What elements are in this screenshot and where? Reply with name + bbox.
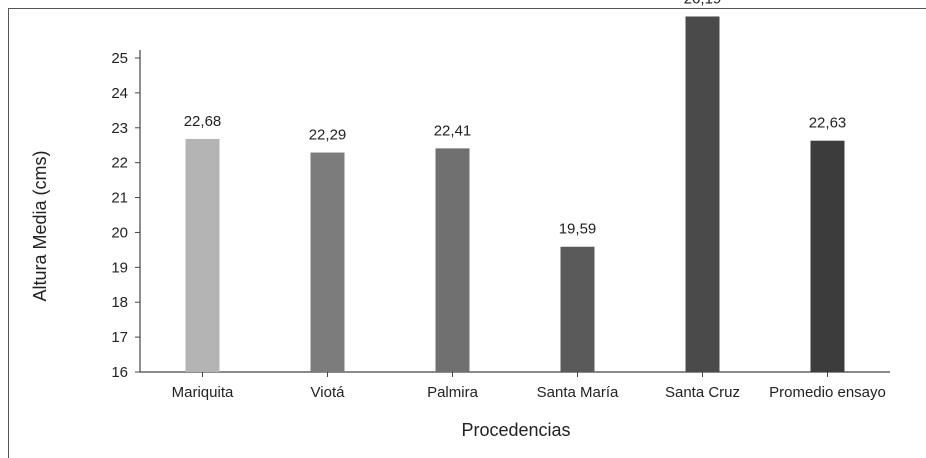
data-label: 26,19: [684, 0, 722, 7]
data-label: 19,59: [559, 221, 597, 238]
bar: [435, 148, 470, 372]
y-tick-label: 16: [111, 364, 128, 381]
y-tick-label: 25: [111, 50, 128, 67]
data-label: 22,68: [184, 113, 222, 130]
y-axis-title: Altura Media (cms): [30, 150, 50, 301]
x-tick-label: Santa María: [537, 384, 619, 401]
x-tick-label: Mariquita: [172, 384, 234, 401]
x-tick-label: Promedio ensayo: [769, 384, 886, 401]
bar: [310, 152, 345, 372]
y-tick-label: 18: [111, 294, 128, 311]
x-tick-label: Santa Cruz: [665, 384, 740, 401]
bar: [560, 246, 595, 372]
y-tick-label: 24: [111, 85, 128, 102]
y-tick-label: 17: [111, 329, 128, 346]
y-tick-label: 23: [111, 120, 128, 137]
y-tick-label: 19: [111, 259, 128, 276]
data-label: 22,29: [309, 127, 347, 144]
y-tick-label: 21: [111, 190, 128, 207]
x-axis-title: Procedencias: [461, 420, 570, 440]
y-tick-label: 20: [111, 224, 128, 241]
bar: [810, 140, 845, 372]
x-tick-label: Viotá: [311, 384, 346, 401]
bar: [185, 138, 220, 372]
bar: [685, 16, 720, 373]
x-tick-label: Palmira: [427, 384, 479, 401]
data-label: 22,41: [434, 122, 472, 139]
data-label: 22,63: [809, 115, 847, 132]
y-tick-label: 22: [111, 155, 128, 172]
